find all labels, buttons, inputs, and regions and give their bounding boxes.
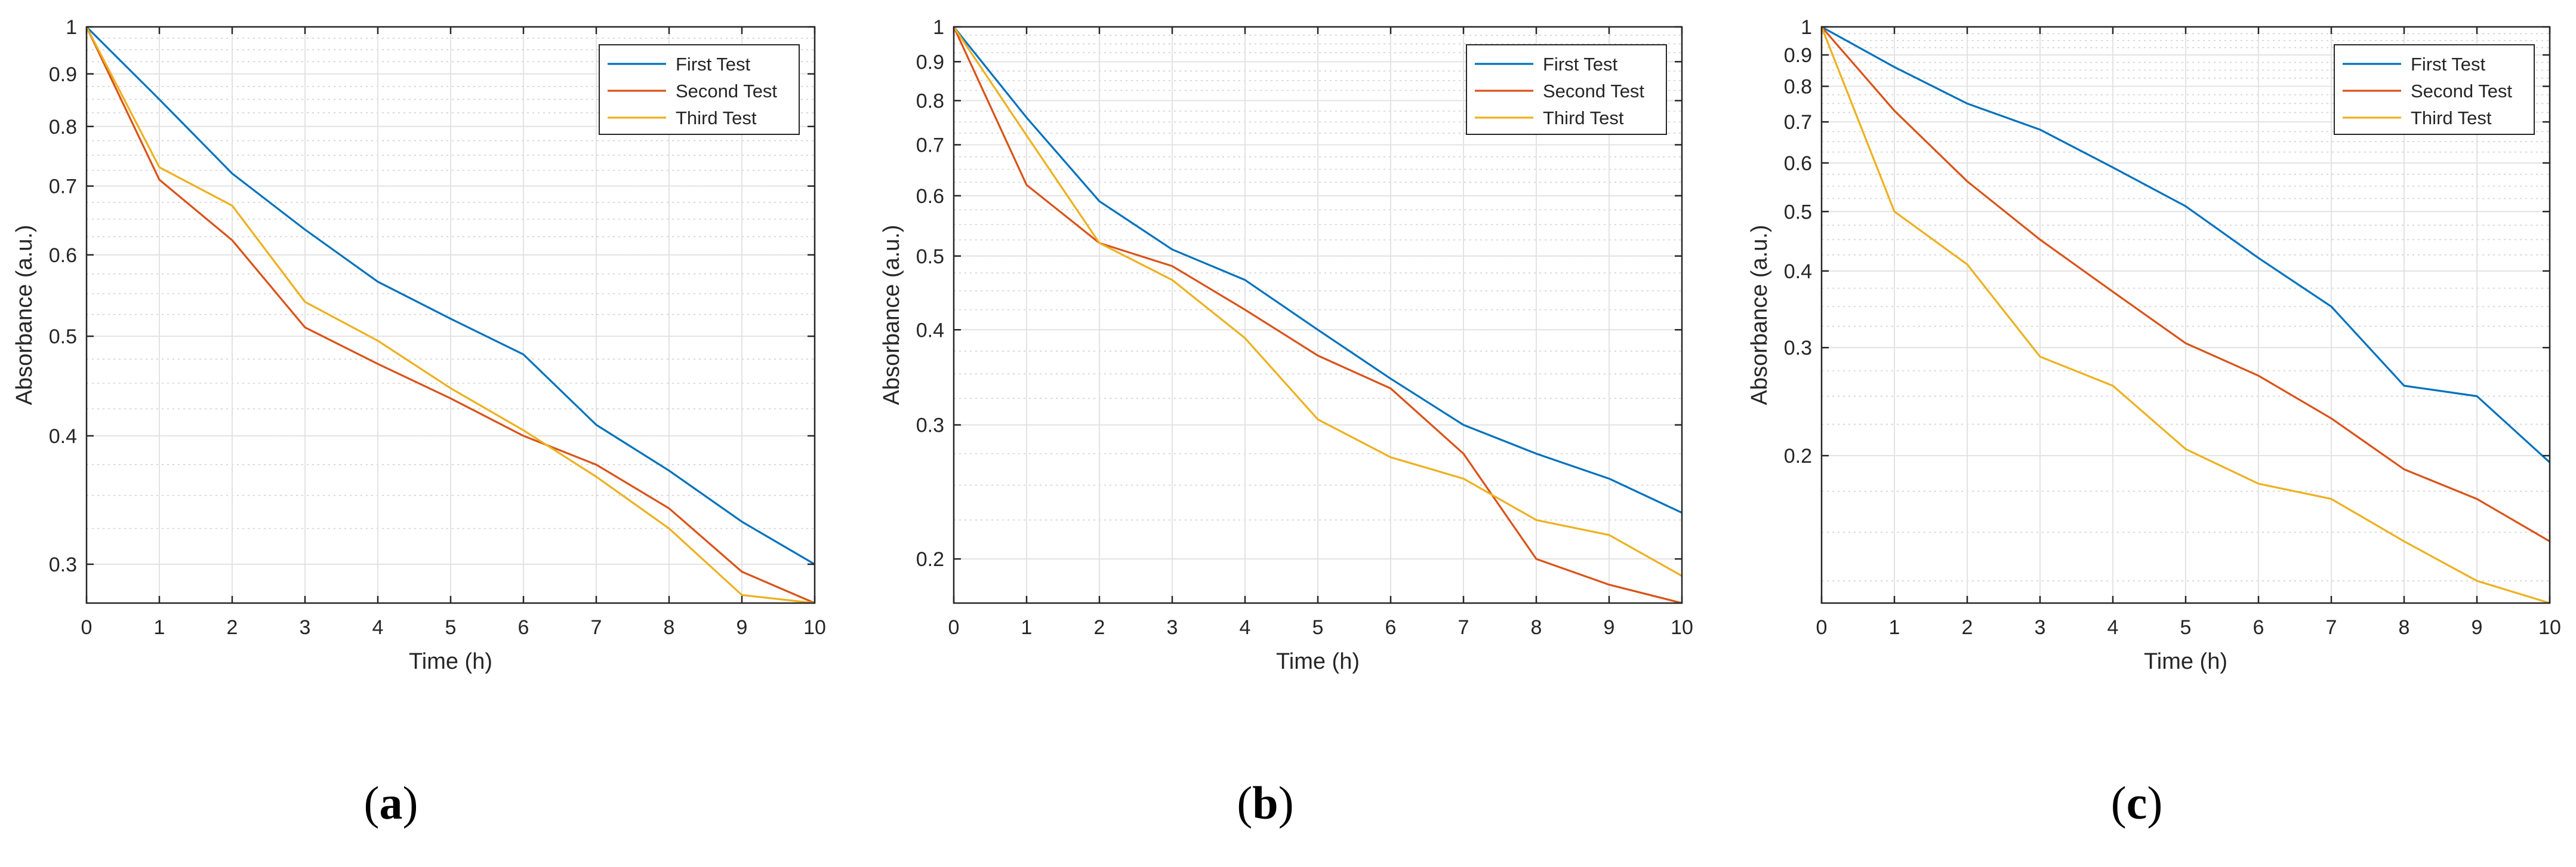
x-tick-label: 10 bbox=[1671, 616, 1693, 639]
legend: First Test Second Test Third Test bbox=[2334, 44, 2535, 135]
y-tick-label: 0.9 bbox=[1784, 44, 1812, 67]
y-tick-label: 0.8 bbox=[1784, 76, 1812, 99]
y-tick-label: 1 bbox=[933, 16, 944, 39]
x-tick-label: 9 bbox=[737, 616, 748, 639]
chart-panel-a: 0 1 2 3 4 5 6 7 8 9 10 0.3 0.4 0.5 0.6 0.7 0.8 0.9 1 Time (… bbox=[12, 16, 826, 674]
y-tick-label: 0.9 bbox=[916, 51, 944, 73]
panel-label-a: (a) bbox=[363, 777, 418, 829]
panel-letter: a bbox=[379, 777, 403, 829]
x-tick-label: 8 bbox=[1531, 616, 1542, 639]
series-line-first-test bbox=[85, 26, 815, 565]
panel-letter: b bbox=[1252, 777, 1278, 829]
y-axis-label: Absorbance (a.u.) bbox=[879, 225, 904, 405]
x-tick-label: 2 bbox=[227, 616, 238, 639]
x-tick-label: 3 bbox=[1167, 616, 1178, 639]
x-tick-label: 10 bbox=[803, 616, 826, 639]
x-tick-label: 7 bbox=[2326, 616, 2337, 639]
legend-box bbox=[599, 44, 800, 135]
x-tick-label: 0 bbox=[948, 616, 960, 639]
series-line-third-test bbox=[953, 26, 1683, 577]
y-tick-label: 0.4 bbox=[916, 319, 944, 342]
y-tick-label: 0.8 bbox=[49, 116, 77, 139]
y-tick-label: 0.4 bbox=[49, 425, 77, 448]
legend: First Test Second Test Third Test bbox=[599, 44, 800, 135]
y-tick-label: 0.4 bbox=[1784, 260, 1812, 283]
chart-panel-b: 0 1 2 3 4 5 6 7 8 9 10 0.2 0.3 0.4 0.5 0.6 0.7 0.8 0.9 1 Tim… bbox=[879, 16, 1693, 674]
y-tick-label: 0.2 bbox=[1784, 445, 1812, 468]
x-tick-label: 3 bbox=[300, 616, 311, 639]
y-tick-label: 0.5 bbox=[1784, 201, 1812, 223]
y-tick-label: 0.6 bbox=[49, 244, 77, 267]
series-line-third-test bbox=[85, 26, 815, 604]
x-tick-label: 7 bbox=[1458, 616, 1469, 639]
x-tick-label: 5 bbox=[2180, 616, 2192, 639]
x-tick-label: 9 bbox=[2472, 616, 2483, 639]
legend-entry: Second Test bbox=[1543, 81, 1644, 102]
y-tick-label: 0.8 bbox=[916, 90, 944, 113]
x-tick-label: 3 bbox=[2035, 616, 2046, 639]
legend: First Test Second Test Third Test bbox=[1466, 44, 1667, 135]
x-axis-label: Time (h) bbox=[409, 649, 492, 674]
y-tick-label: 0.5 bbox=[49, 325, 77, 348]
legend-entry: First Test bbox=[676, 54, 751, 75]
y-tick-label: 0.7 bbox=[916, 134, 944, 156]
y-tick-label: 0.3 bbox=[49, 554, 77, 576]
legend-entry: Second Test bbox=[2411, 81, 2512, 102]
legend-entry: Third Test bbox=[1543, 107, 1624, 128]
y-tick-label: 0.7 bbox=[1784, 111, 1812, 134]
x-tick-label: 6 bbox=[2253, 616, 2264, 639]
x-tick-label: 5 bbox=[1312, 616, 1324, 639]
x-axis-label: Time (h) bbox=[2144, 649, 2227, 674]
x-tick-label: 0 bbox=[81, 616, 93, 639]
x-tick-label: 8 bbox=[664, 616, 675, 639]
y-tick-label: 0.7 bbox=[49, 176, 77, 198]
legend-entry: Third Test bbox=[676, 107, 757, 128]
x-axis-label: Time (h) bbox=[1276, 649, 1360, 674]
x-tick-label: 1 bbox=[1021, 616, 1033, 639]
panel-letter: c bbox=[2126, 777, 2147, 829]
y-axis-label: Absorbance (a.u.) bbox=[12, 225, 37, 405]
y-tick-label: 0.5 bbox=[916, 245, 944, 268]
x-tick-label: 2 bbox=[1094, 616, 1105, 639]
x-tick-label: 5 bbox=[445, 616, 457, 639]
x-tick-label: 4 bbox=[2107, 616, 2119, 639]
legend-entry: Third Test bbox=[2411, 107, 2492, 128]
panel-label-b: (b) bbox=[1237, 777, 1294, 829]
series-line-first-test bbox=[953, 26, 1683, 514]
y-tick-label: 0.6 bbox=[1784, 152, 1812, 175]
legend-entry: First Test bbox=[2411, 54, 2486, 75]
series-line-first-test bbox=[1821, 26, 2551, 463]
x-tick-label: 2 bbox=[1962, 616, 1973, 639]
x-tick-label: 6 bbox=[1385, 616, 1397, 639]
series-line-third-test bbox=[1820, 26, 2550, 604]
y-tick-label: 0.2 bbox=[916, 548, 944, 571]
legend-entry: Second Test bbox=[676, 81, 777, 102]
legend-entry: First Test bbox=[1543, 54, 1618, 75]
series-line-second-test bbox=[953, 26, 1683, 604]
series-line-second-test bbox=[1820, 26, 2550, 542]
y-axis-label: Absorbance (a.u.) bbox=[1747, 225, 1772, 405]
y-tick-label: 0.9 bbox=[49, 63, 77, 86]
y-tick-label: 0.6 bbox=[916, 185, 944, 208]
x-tick-label: 7 bbox=[591, 616, 602, 639]
x-tick-label: 8 bbox=[2399, 616, 2410, 639]
series-line-second-test bbox=[85, 26, 815, 604]
y-tick-label: 0.3 bbox=[1784, 337, 1812, 359]
x-tick-label: 4 bbox=[1240, 616, 1251, 639]
x-tick-label: 1 bbox=[154, 616, 165, 639]
chart-panel-c: 0 1 2 3 4 5 6 7 8 9 10 0.2 0.3 0.4 0.5 0.6 0.7 0.8 0.9 1 Tim… bbox=[1747, 16, 2561, 674]
x-tick-label: 0 bbox=[1816, 616, 1828, 639]
x-tick-label: 1 bbox=[1889, 616, 1900, 639]
legend-box bbox=[2334, 44, 2535, 135]
legend-box bbox=[1466, 44, 1667, 135]
y-tick-label: 1 bbox=[66, 16, 77, 39]
x-tick-label: 9 bbox=[1604, 616, 1615, 639]
panel-label-c: (c) bbox=[2110, 777, 2163, 829]
x-tick-label: 4 bbox=[372, 616, 384, 639]
y-tick-label: 0.3 bbox=[916, 414, 944, 437]
x-tick-label: 10 bbox=[2538, 616, 2561, 639]
x-tick-label: 6 bbox=[518, 616, 529, 639]
y-tick-label: 1 bbox=[1801, 16, 1812, 39]
